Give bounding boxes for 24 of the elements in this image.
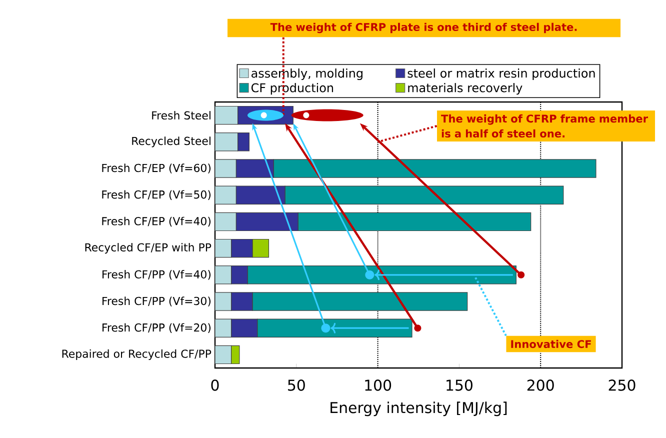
y-tick-label: Fresh CF/PP (Vf=20) bbox=[102, 323, 211, 333]
x-tick-label: 100 bbox=[365, 380, 392, 391]
x-tick-label: 0 bbox=[211, 380, 219, 391]
legend-label: assembly, molding bbox=[252, 68, 362, 80]
x-axis-title: Energy intensity [MJ/kg] bbox=[330, 402, 507, 416]
legend-label: materials recoverly bbox=[408, 83, 522, 95]
y-tick-label: Fresh CF/EP (Vf=60) bbox=[102, 164, 211, 174]
text: The weight of CFRP plate is one third of steel plate. bbox=[270, 22, 577, 34]
y-tick-label: Fresh Steel bbox=[152, 111, 210, 120]
annotation: The weight of CFRP frame member is a half of steel one. bbox=[441, 114, 648, 138]
annotation: Innovative CF bbox=[511, 340, 591, 348]
y-tick-label: Fresh CF/EP (Vf=40) bbox=[102, 216, 211, 227]
y-tick-label: Recycled CF/EP with PP bbox=[85, 242, 212, 254]
legend-label: steel or matrix resin production bbox=[408, 68, 595, 80]
x-tick-label: 50 bbox=[288, 380, 305, 391]
x-tick-label: 250 bbox=[608, 380, 636, 391]
y-tick-label: Repaired or Recycled CF/PP bbox=[62, 349, 212, 360]
y-tick-label: Fresh CF/EP (Vf=50) bbox=[102, 190, 211, 200]
y-tick-label: Recycled Steel bbox=[132, 136, 210, 148]
x-tick-label: 150 bbox=[446, 380, 472, 391]
x-tick-label: 200 bbox=[527, 380, 554, 391]
y-tick-label: Fresh CF/PP (Vf=30) bbox=[102, 296, 211, 306]
y-tick-label: Fresh CF/PP (Vf=40) bbox=[102, 270, 211, 280]
legend-label: CF production bbox=[251, 83, 334, 95]
